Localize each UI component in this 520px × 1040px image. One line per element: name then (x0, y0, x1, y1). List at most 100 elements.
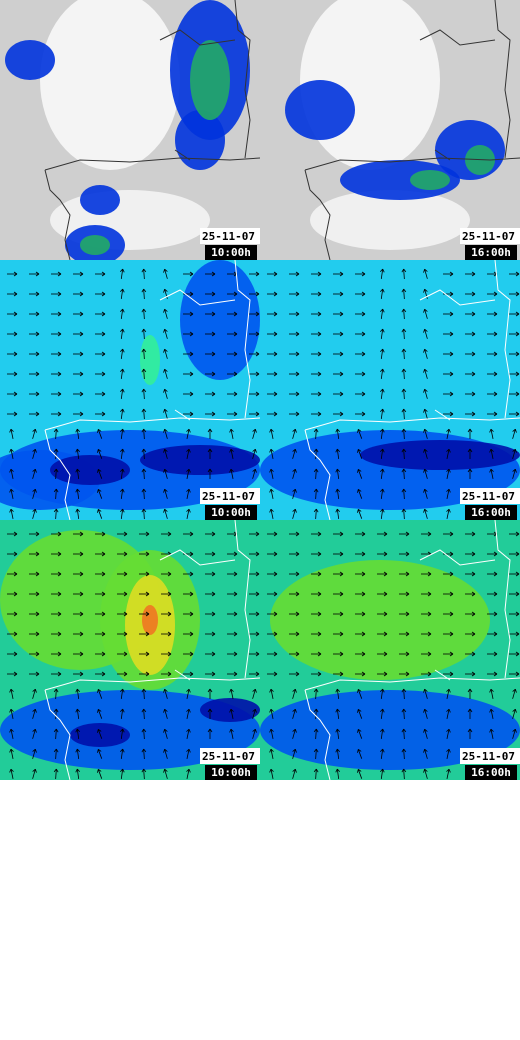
arrow-head (361, 271, 366, 277)
arrow-shaft (55, 708, 57, 720)
arrow-head (317, 551, 322, 557)
wind-arrow (117, 571, 128, 577)
date-label: 25-11-07 (202, 230, 255, 243)
arrow-head (493, 591, 498, 597)
arrow-shaft (164, 449, 168, 459)
arrow-shaft (424, 389, 428, 399)
date-label: 25-11-07 (462, 230, 515, 243)
arrow-head (189, 531, 194, 537)
wind-arrow (467, 708, 473, 719)
arrow-head (119, 308, 125, 313)
wind-arrow (292, 448, 297, 459)
arrow-head (207, 688, 213, 693)
wind-arrow (446, 688, 451, 699)
arrow-head (357, 468, 362, 473)
arrow-head (119, 328, 125, 333)
wind-arrow (423, 688, 428, 699)
arrow-shaft (186, 449, 190, 459)
wind-arrow (95, 331, 106, 337)
arrow-head (423, 328, 428, 333)
wind-arrow (95, 571, 106, 577)
arrow-shaft (424, 489, 428, 499)
arrow-shaft (446, 749, 450, 759)
arrow-head (9, 708, 14, 713)
arrow-shaft (380, 348, 384, 360)
wind-arrow (51, 391, 62, 397)
arrow-head (163, 688, 168, 693)
wind-arrow (227, 571, 238, 577)
arrow-shaft (424, 409, 428, 419)
arrow-head (446, 728, 451, 733)
wind-arrow (119, 448, 125, 460)
arrow-shaft (424, 289, 428, 299)
wind-arrow (252, 688, 257, 699)
wind-arrow (186, 708, 191, 719)
arrow-head (401, 428, 407, 433)
wind-arrow (161, 571, 172, 577)
wind-arrow (292, 728, 297, 739)
arrow-shaft (32, 689, 36, 699)
arrow-shaft (10, 769, 14, 779)
arrow-shaft (120, 448, 124, 460)
arrow-head (53, 468, 59, 473)
wind-arrow (227, 411, 238, 417)
wind-arrow (7, 671, 18, 677)
arrow-head (489, 448, 494, 453)
date-box (460, 228, 520, 244)
wind-arrow (29, 571, 40, 577)
wind-arrow (97, 728, 103, 739)
arrow-head (57, 671, 62, 677)
wind-arrow (267, 351, 278, 357)
wind-arrow (292, 708, 297, 719)
arrow-shaft (446, 729, 450, 739)
wind-arrow (97, 428, 103, 439)
arrow-head (79, 391, 84, 397)
arrow-head (292, 708, 297, 713)
arrow-head (313, 748, 319, 753)
arrow-shaft (490, 469, 494, 479)
wind-arrow (163, 348, 168, 359)
field-area (140, 445, 260, 475)
arrow-head (57, 271, 62, 277)
wind-arrow (119, 408, 125, 420)
map-panel: 25-11-07 10:00h (0, 260, 260, 520)
wind-arrow (465, 291, 476, 297)
wind-arrow (73, 371, 84, 377)
wind-arrow (512, 728, 517, 739)
arrow-shaft (403, 728, 405, 740)
arrow-head (32, 708, 37, 713)
arrow-head (186, 488, 191, 493)
arrow-shaft (143, 268, 145, 280)
arrow-head (255, 331, 260, 337)
wind-arrow (51, 611, 62, 617)
wind-arrow (487, 411, 498, 417)
wind-arrow (311, 311, 322, 317)
wind-arrow (9, 748, 14, 759)
wind-arrow (357, 768, 363, 779)
arrow-head (269, 428, 274, 433)
arrow-shaft (357, 729, 363, 739)
arrow-shaft (186, 689, 190, 699)
wind-arrow (29, 271, 40, 277)
arrow-head (119, 288, 125, 293)
wind-arrow (227, 291, 238, 297)
wind-arrow (512, 428, 517, 439)
wind-arrow (421, 671, 432, 677)
arrow-head (123, 631, 128, 637)
wind-arrow (139, 591, 150, 597)
wind-arrow (73, 591, 84, 597)
wind-arrow (29, 591, 40, 597)
arrow-shaft (403, 468, 405, 480)
arrow-head (75, 748, 81, 753)
arrow-shaft (270, 729, 274, 739)
arrow-head (53, 508, 59, 513)
arrow-shaft (292, 469, 296, 479)
arrow-head (211, 311, 216, 317)
date-label: 25-11-07 (202, 750, 255, 763)
wind-arrow (119, 468, 125, 480)
arrow-shaft (32, 509, 36, 519)
wind-arrow (32, 448, 37, 459)
wind-arrow (313, 428, 319, 440)
wind-arrow (357, 728, 363, 739)
time-label: 10:00h (211, 766, 251, 779)
